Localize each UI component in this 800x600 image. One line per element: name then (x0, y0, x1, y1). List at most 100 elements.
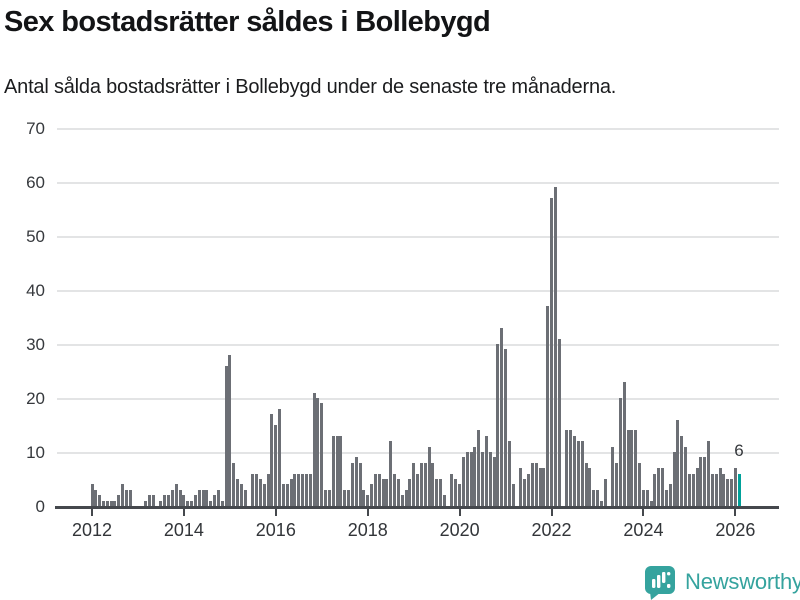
bar (500, 327, 504, 506)
bar (484, 435, 488, 506)
bar (580, 441, 584, 506)
highlight-bar (737, 473, 741, 506)
x-axis-tick (366, 509, 369, 516)
bar (117, 495, 121, 506)
bar (278, 408, 282, 506)
x-axis-tick-label: 2014 (163, 520, 204, 540)
bar (672, 452, 676, 506)
bar (687, 473, 691, 506)
bar (209, 500, 213, 506)
bar (684, 446, 688, 506)
bar (94, 489, 98, 506)
bar (726, 479, 730, 506)
bar (324, 489, 328, 506)
bar (733, 468, 737, 506)
bar (412, 462, 416, 506)
bar (588, 468, 592, 506)
y-axis-tick-label: 30 (26, 335, 45, 354)
bar (297, 473, 301, 506)
bar (492, 457, 496, 506)
bar (465, 452, 469, 506)
bar (645, 489, 649, 506)
bar (289, 479, 293, 506)
gridline (57, 344, 779, 346)
bar (477, 430, 481, 506)
bar (450, 473, 454, 506)
bar (236, 479, 240, 506)
bar (159, 500, 163, 506)
bar (335, 435, 339, 506)
bar (281, 484, 285, 506)
gridline (57, 182, 779, 184)
bar (255, 473, 259, 506)
bar (274, 425, 278, 506)
bar (178, 489, 182, 506)
bar (458, 484, 462, 506)
gridline (57, 128, 779, 130)
bar (320, 403, 324, 506)
bar (534, 462, 538, 506)
bar (473, 446, 477, 506)
bar (121, 484, 125, 506)
bar (105, 500, 109, 506)
bar (128, 489, 132, 506)
x-axis-tick-label: 2022 (531, 520, 572, 540)
bar (389, 441, 393, 506)
bar (331, 435, 335, 506)
bar (718, 468, 722, 506)
x-axis-tick (91, 509, 93, 516)
bar (301, 473, 305, 506)
bar (634, 430, 638, 506)
bar (722, 473, 726, 506)
y-axis-tick-label: 40 (26, 281, 45, 300)
bar (347, 489, 351, 506)
bar (373, 473, 377, 506)
bar (615, 462, 619, 506)
bar (358, 462, 362, 506)
bar (239, 484, 243, 506)
bar (664, 489, 668, 506)
bar (626, 430, 630, 506)
bar (584, 462, 588, 506)
x-axis-tick-label: 2016 (255, 520, 296, 540)
y-axis-tick-label: 70 (26, 119, 45, 138)
bar (243, 489, 247, 506)
x-axis-tick (734, 509, 737, 516)
bar (542, 468, 546, 506)
bar (431, 462, 435, 506)
x-axis-tick (182, 509, 185, 516)
bar (618, 398, 622, 506)
bar (366, 495, 370, 506)
bar (350, 462, 354, 506)
bar (370, 484, 374, 506)
bar (435, 479, 439, 506)
bar (676, 419, 680, 506)
bar (695, 468, 699, 506)
bar (400, 495, 404, 506)
bar (519, 468, 523, 506)
bar (538, 468, 542, 506)
bar (101, 500, 105, 506)
bar (507, 441, 511, 506)
x-axis-tick-label: 2020 (439, 520, 480, 540)
y-axis-tick-label: 10 (26, 443, 45, 462)
bar (622, 381, 626, 506)
bar (312, 392, 316, 506)
bar (416, 473, 419, 506)
x-axis-tick (550, 509, 553, 516)
bar (193, 495, 197, 506)
bar (592, 489, 596, 506)
bar (343, 489, 347, 506)
bar (147, 495, 151, 506)
bar (438, 479, 442, 506)
newsworthy-logo: Newsworthy (644, 565, 800, 600)
bar (668, 484, 672, 506)
bar (385, 479, 389, 506)
gridline (57, 290, 779, 292)
bar (220, 500, 224, 506)
bar (603, 479, 607, 506)
bar (213, 495, 217, 506)
bar (270, 414, 274, 506)
bar (163, 495, 167, 506)
bar (680, 435, 684, 506)
